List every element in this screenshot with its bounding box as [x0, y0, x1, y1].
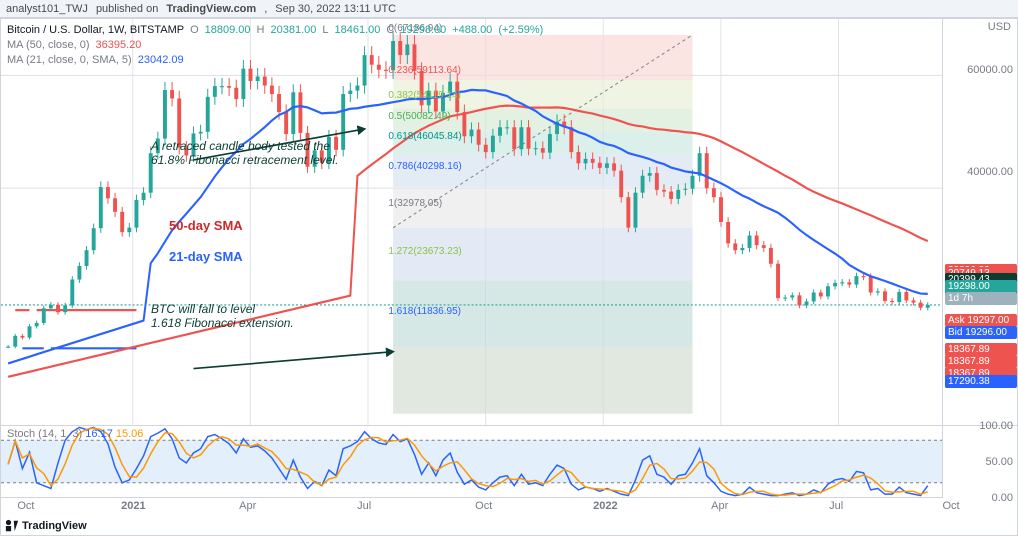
fib-l618: 0.618(46045.84): [388, 131, 461, 142]
pub-verb: published on: [96, 3, 158, 15]
price-label: 1d 7h: [945, 292, 1017, 305]
stoch-tick: 50.00: [985, 456, 1013, 468]
tv-logo-icon: [5, 519, 19, 533]
price-label: Bid 19296.00: [945, 326, 1017, 339]
annotation-fall: BTC will fall to level 1.618 Fibonacci e…: [151, 302, 294, 330]
fib-l382: 0.382(54119.14): [388, 90, 461, 101]
stoch-k: 16.17: [85, 428, 113, 440]
symbol: Bitcoin / U.S. Dollar, 1W, BITSTAMP: [7, 23, 184, 38]
change: +488.00: [452, 23, 492, 38]
tv-branding: TradingView: [5, 517, 87, 535]
time-label: 2021: [121, 500, 145, 512]
fib-l1272: 1.272(23673.23): [388, 246, 461, 257]
pub-ts: Sep 30, 2022 13:11 UTC: [275, 3, 396, 15]
fib-l786: 0.786(40298.16): [388, 161, 461, 172]
time-label: Jul: [829, 500, 843, 512]
price-label: 18367.89: [945, 343, 1017, 356]
stoch-d: 15.06: [116, 428, 144, 440]
chart-wrap: Bitcoin / U.S. Dollar, 1W, BITSTAMP O188…: [0, 18, 1018, 536]
time-axis: Oct2021AprJulOct2022AprJulOct: [1, 497, 943, 517]
ma21-label: MA (21, close, 0, SMA, 5): [7, 53, 132, 68]
legend: Bitcoin / U.S. Dollar, 1W, BITSTAMP O188…: [7, 23, 543, 68]
site-name: TradingView.com: [166, 3, 256, 15]
price-label: 17290.38: [945, 375, 1017, 388]
price-label: 18367.89: [945, 355, 1017, 368]
annotation-sma50: 50-day SMA: [169, 218, 243, 233]
time-label: Oct: [942, 500, 959, 512]
price-axis: USD 60000.0040000.00 20896.8920749.13203…: [943, 19, 1017, 425]
fib-l5: 0.5(50082.49): [388, 111, 450, 122]
stoch-tick: 0.00: [992, 492, 1013, 504]
time-label: Apr: [239, 500, 256, 512]
fib-l1: 1(32978.05): [388, 198, 442, 209]
ytick: 40000.00: [967, 166, 1013, 178]
close: 19298.00: [400, 23, 446, 38]
main-pane[interactable]: Bitcoin / U.S. Dollar, 1W, BITSTAMP O188…: [1, 19, 943, 425]
usd-label: USD: [988, 21, 1011, 33]
high: 20381.00: [270, 23, 316, 38]
stoch-pane[interactable]: Stoch (14, 1, 3) 16.17 15.06: [1, 425, 943, 497]
ytick: 60000.00: [967, 64, 1013, 76]
author: analyst101_TWJ: [6, 3, 88, 15]
ma21-val: 23042.09: [138, 53, 184, 68]
time-label: Jul: [357, 500, 371, 512]
fib-l1618: 1.618(11836.95): [388, 306, 461, 317]
stoch-legend: Stoch (14, 1, 3) 16.17 15.06: [7, 428, 143, 440]
time-label: 2022: [593, 500, 617, 512]
change-pct: +2.59%: [502, 24, 540, 36]
stoch-tick: 100.00: [979, 420, 1013, 432]
low: 18461.00: [335, 23, 381, 38]
publish-header: analyst101_TWJ published on TradingView.…: [0, 0, 1018, 18]
ma50-val: 36395.20: [96, 38, 142, 53]
annotation-retrace: A retraced candle body tested the 61.8% …: [151, 139, 338, 167]
stoch-axis: 100.0050.000.00: [943, 425, 1017, 497]
time-label: Oct: [17, 500, 34, 512]
open: 18809.00: [205, 23, 251, 38]
time-label: Apr: [711, 500, 728, 512]
time-label: Oct: [475, 500, 492, 512]
ma50-label: MA (50, close, 0): [7, 38, 90, 53]
annotation-sma21: 21-day SMA: [169, 249, 243, 264]
